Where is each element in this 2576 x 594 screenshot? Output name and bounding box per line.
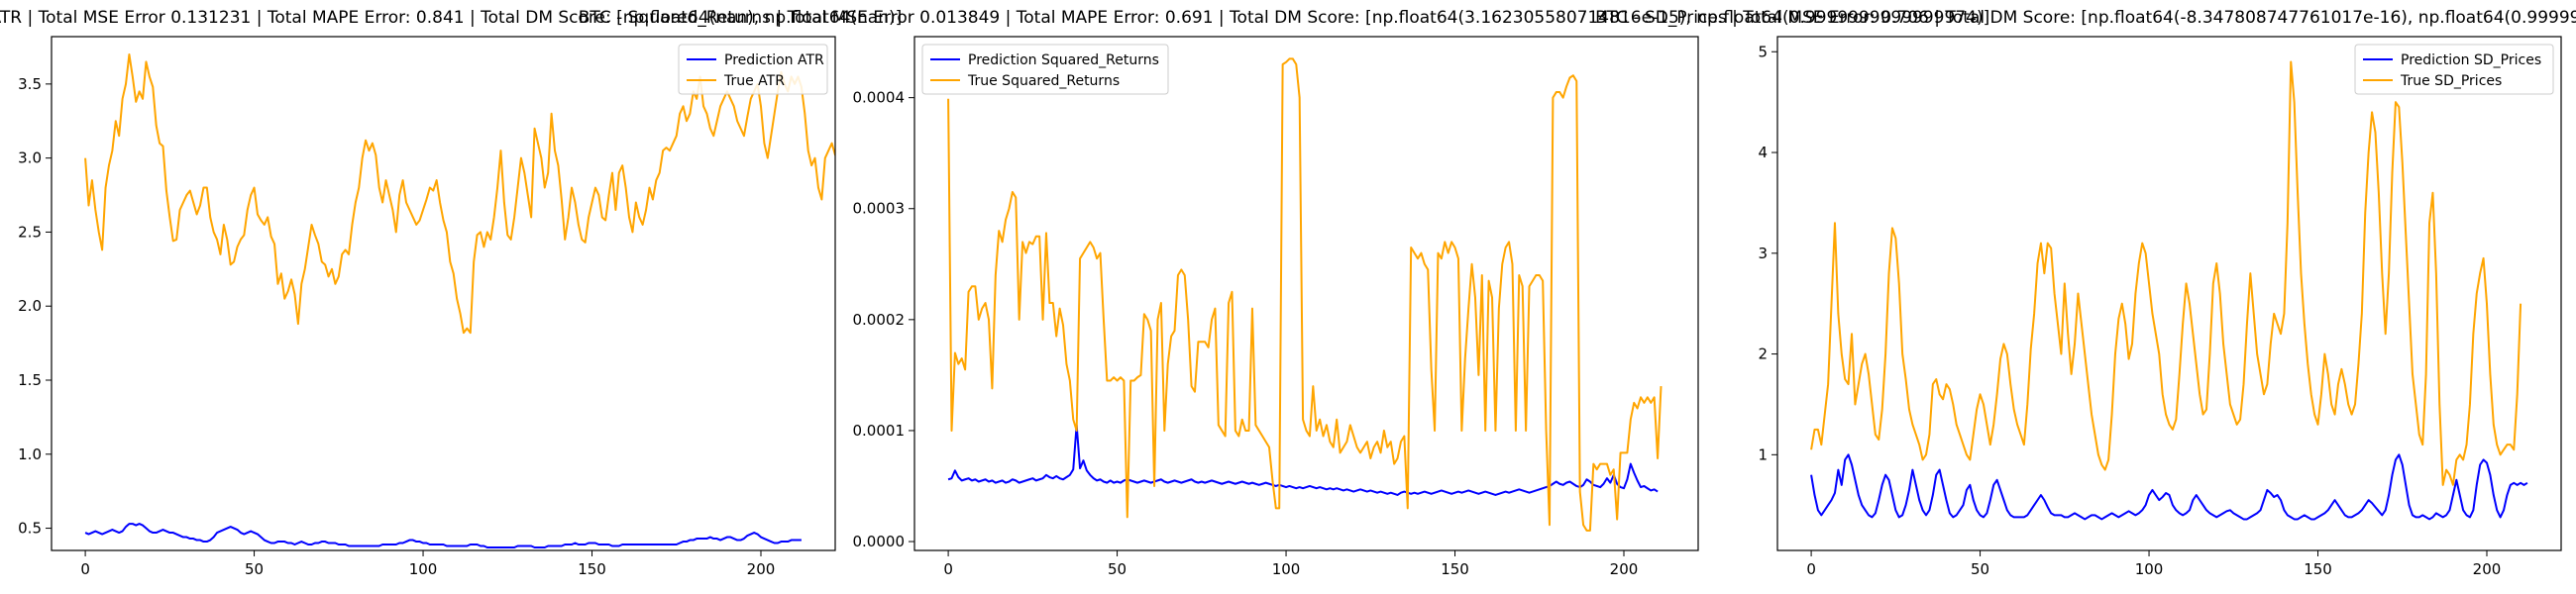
y-tick-label: 4 [1758, 144, 1768, 161]
legend: Prediction Squared_Returns True Squared_R… [921, 44, 1169, 95]
axes-frame [1776, 36, 2562, 551]
x-tick-label: 100 [1272, 560, 1301, 578]
plot-title-sd-prices: BTC - SD_Prices | Total MSE Error: 0.706… [1595, 8, 2576, 28]
y-tick-label: 1.5 [18, 371, 42, 389]
legend-label: True SD_Prices [2400, 73, 2502, 89]
axes-frame [51, 36, 836, 551]
y-tick-label: 1 [1758, 446, 1768, 463]
x-tick-label: 150 [2304, 560, 2332, 578]
y-tick-label: 2.5 [18, 223, 42, 241]
y-tick-label: 0.0003 [853, 200, 906, 218]
y-tick-label: 2 [1758, 346, 1768, 363]
y-tick-label: 5 [1758, 43, 1768, 60]
y-tick-label: 0.0004 [853, 89, 906, 107]
x-tick-label: 150 [578, 560, 606, 578]
y-tick-label: 0.0002 [853, 311, 906, 329]
legend-frame [678, 44, 828, 95]
y-tick-label: 0.0000 [853, 533, 906, 550]
legend-label: Prediction SD_Prices [2401, 52, 2541, 68]
series-line-prediction-squared-returns [947, 424, 1659, 496]
x-tick-label: 50 [245, 560, 264, 578]
series-line-true-squared-returns [947, 57, 1663, 532]
figure-titles: BTC - ATR | Total MSE Error 0.131231 | T… [0, 8, 2576, 28]
y-tick-label: 1.0 [18, 446, 42, 463]
y-tick-label: 0.5 [18, 520, 42, 538]
series-line-true-sd-prices [1810, 60, 2522, 486]
x-tick-label: 0 [943, 560, 953, 578]
legend-label: True Squared_Returns [967, 73, 1120, 89]
subplot-atr: 0 50 100 150 200 0.5 1.0 1.5 2.0 2.5 3.0 3.5 Predict… [18, 36, 836, 578]
series-line-prediction-atr [84, 523, 802, 549]
plot-title-squared-returns: BTC - Squared_Returns | Total MSE Error … [579, 8, 1989, 28]
x-tick-label: 0 [1806, 560, 1816, 578]
y-tick-label: 0.0001 [853, 422, 906, 440]
legend-frame [921, 44, 1169, 95]
series-line-prediction-sd-prices [1810, 453, 2528, 521]
legend-label: Prediction ATR [724, 52, 824, 68]
x-tick-label: 0 [80, 560, 90, 578]
subplot-sd-prices: 0 50 100 150 200 1 2 3 4 5 Prediction SD_Prices Tru… [1758, 36, 2562, 578]
y-tick-label: 2.0 [18, 297, 42, 315]
x-tick-label: 200 [747, 560, 776, 578]
x-tick-label: 100 [2135, 560, 2164, 578]
legend: Prediction SD_Prices True SD_Prices [2354, 44, 2554, 95]
subplots: 0 50 100 150 2000.51.01.52.02.53.03.5Predict… [18, 36, 2562, 578]
x-tick-label: 50 [1971, 560, 1989, 578]
x-tick-label: 150 [1441, 560, 1469, 578]
series-group [947, 57, 1663, 532]
legend-frame [2354, 44, 2554, 95]
legend: Prediction ATR True ATR [678, 44, 828, 95]
y-tick-label: 3.5 [18, 75, 42, 93]
x-tick-label: 200 [2473, 560, 2502, 578]
subplot-squared-returns: 0 50 100 150 200 0.0000 0.0001 0.0002 0.0003 0.00… [853, 36, 1699, 578]
x-tick-label: 200 [1610, 560, 1639, 578]
y-tick-label: 3 [1758, 245, 1768, 262]
x-tick-label: 100 [409, 560, 438, 578]
legend-label: Prediction Squared_Returns [968, 52, 1159, 68]
x-tick-label: 50 [1108, 560, 1127, 578]
series-group [1810, 60, 2528, 521]
y-tick-label: 3.0 [18, 149, 42, 167]
axes-frame [913, 36, 1699, 551]
plot-title-atr: BTC - ATR | Total MSE Error 0.131231 | T… [0, 8, 902, 28]
legend-label: True ATR [723, 73, 785, 89]
